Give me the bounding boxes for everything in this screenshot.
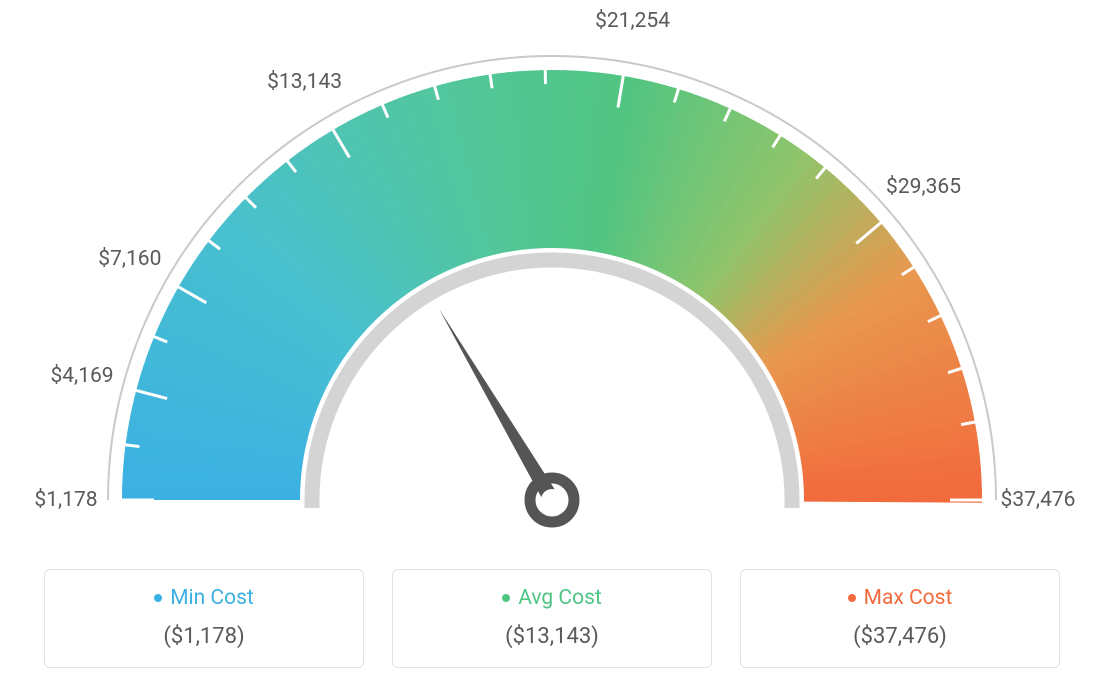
legend-card-max: Max Cost ($37,476) <box>740 569 1060 668</box>
legend-title-avg-text: Avg Cost <box>518 586 602 610</box>
legend-row: Min Cost ($1,178) Avg Cost ($13,143) Max… <box>0 569 1104 668</box>
gauge-needle <box>439 309 559 504</box>
gauge-arc <box>122 70 982 503</box>
legend-card-avg: Avg Cost ($13,143) <box>392 569 712 668</box>
legend-bullet-icon <box>154 594 162 602</box>
gauge-tick-label: $29,365 <box>886 175 961 199</box>
gauge-needle-hub-inner <box>541 489 563 511</box>
legend-value-max: ($37,476) <box>751 624 1049 649</box>
gauge-container: $1,178 $4,169 $7,160 $13,143 $21,254 $29,365 $… <box>0 0 1104 540</box>
legend-title-max-text: Max Cost <box>864 586 953 610</box>
legend-title-max: Max Cost <box>848 586 953 610</box>
gauge-tick-label: $37,476 <box>1001 488 1076 512</box>
legend-value-min: ($1,178) <box>55 624 353 649</box>
gauge-svg <box>0 0 1104 560</box>
legend-title-avg: Avg Cost <box>502 586 602 610</box>
legend-bullet-icon <box>502 594 510 602</box>
legend-title-min: Min Cost <box>154 586 254 610</box>
gauge-tick-label: $21,254 <box>595 9 670 33</box>
gauge-tick-label: $7,160 <box>98 247 161 271</box>
legend-value-avg: ($13,143) <box>403 624 701 649</box>
legend-title-min-text: Min Cost <box>170 586 254 610</box>
gauge-tick-label: $13,143 <box>267 70 342 94</box>
legend-bullet-icon <box>848 594 856 602</box>
gauge-tick-label: $4,169 <box>50 364 113 388</box>
gauge-tick-label: $1,178 <box>34 488 97 512</box>
legend-card-min: Min Cost ($1,178) <box>44 569 364 668</box>
